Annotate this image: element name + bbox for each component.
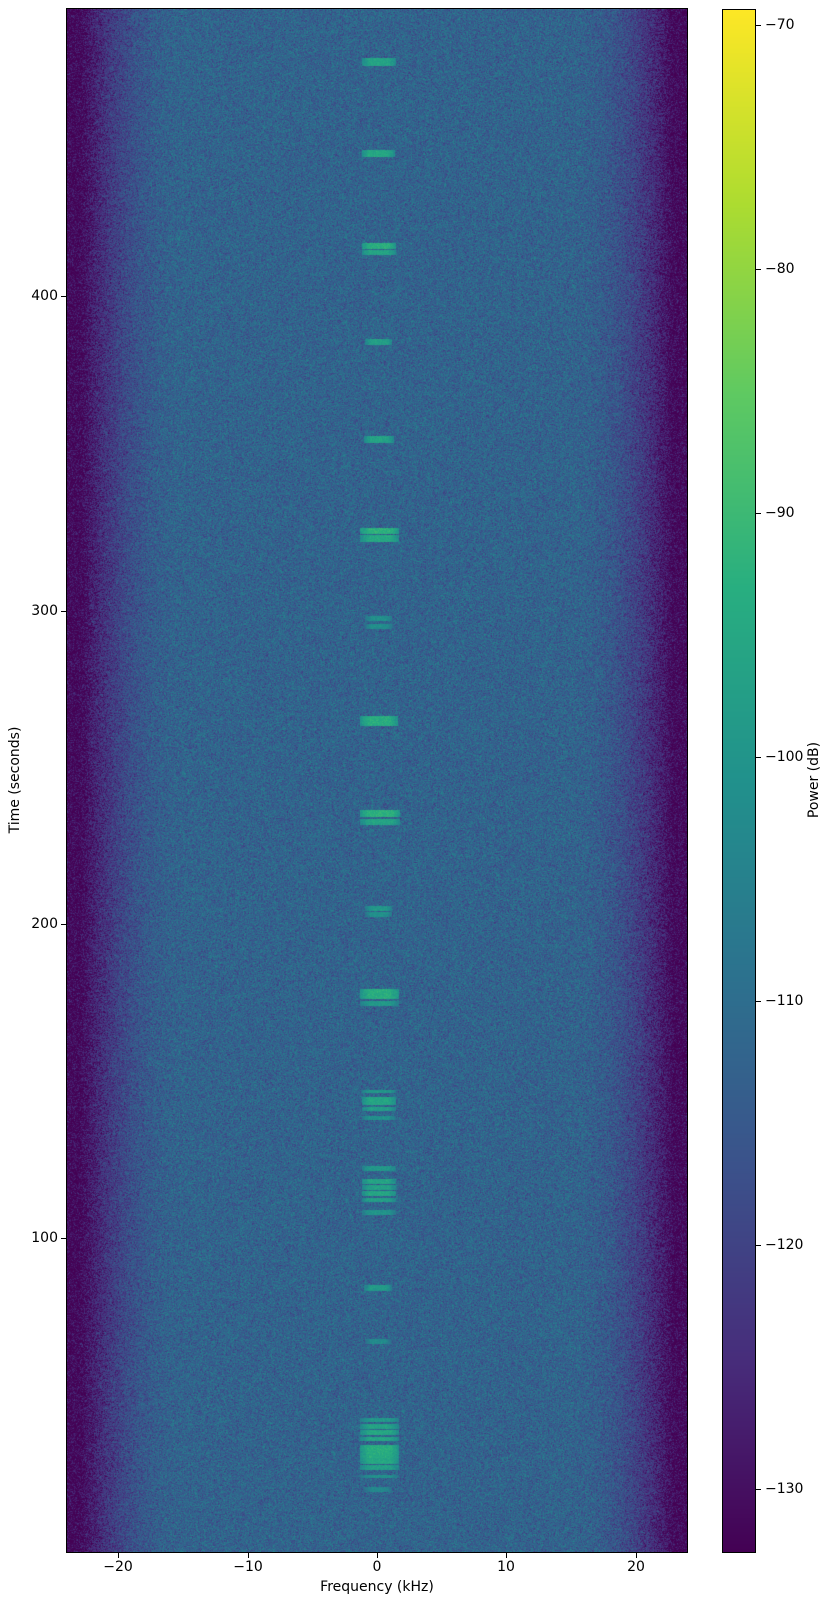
colorbar-tick-label: −80 [765, 262, 795, 276]
colorbar-title: Power (dB) [807, 742, 821, 818]
y-tick-mark [61, 296, 66, 297]
colorbar-tick-label: −120 [765, 1238, 803, 1252]
x-tick-label: −20 [103, 1560, 133, 1574]
colorbar [722, 9, 756, 1553]
plot-area [66, 8, 688, 1553]
colorbar-tick-mark [756, 757, 761, 758]
colorbar-tick-label: −70 [765, 18, 795, 32]
colorbar-tick-label: −110 [765, 994, 803, 1008]
y-tick-label: 100 [31, 1231, 58, 1245]
x-tick-mark [118, 1553, 119, 1558]
y-axis-title: Time (seconds) [8, 727, 22, 834]
spectrogram-figure: 400 300 200 100 −20 −10 0 10 20 Frequenc… [0, 0, 832, 1603]
x-tick-mark [248, 1553, 249, 1558]
x-tick-label: 20 [627, 1560, 645, 1574]
y-tick-label: 400 [31, 289, 58, 303]
y-tick-mark [61, 924, 66, 925]
colorbar-tick-mark [756, 1001, 761, 1002]
colorbar-tick-label: −100 [765, 750, 803, 764]
colorbar-tick-mark [756, 1245, 761, 1246]
colorbar-gradient [723, 10, 755, 1552]
x-tick-label: 0 [373, 1560, 382, 1574]
y-tick-mark [61, 1238, 66, 1239]
colorbar-tick-mark [756, 513, 761, 514]
y-tick-label: 200 [31, 917, 58, 931]
spectrogram-heatmap [67, 9, 687, 1552]
x-tick-mark [377, 1553, 378, 1558]
x-axis-title: Frequency (kHz) [320, 1580, 434, 1594]
x-tick-mark [636, 1553, 637, 1558]
colorbar-tick-mark [756, 1489, 761, 1490]
x-tick-mark [506, 1553, 507, 1558]
colorbar-tick-label: −90 [765, 506, 795, 520]
colorbar-tick-mark [756, 25, 761, 26]
y-tick-mark [61, 611, 66, 612]
x-tick-label: 10 [497, 1560, 515, 1574]
y-tick-label: 300 [31, 604, 58, 618]
colorbar-tick-mark [756, 269, 761, 270]
x-tick-label: −10 [233, 1560, 263, 1574]
colorbar-tick-label: −130 [765, 1482, 803, 1496]
